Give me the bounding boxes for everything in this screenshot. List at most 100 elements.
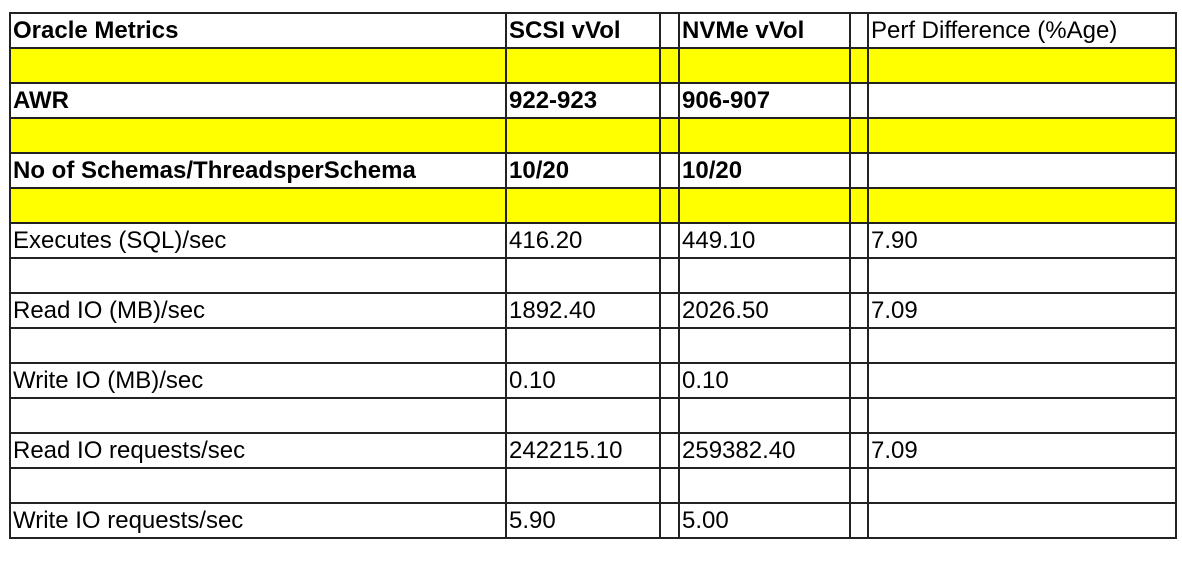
gap-cell: [849, 397, 869, 434]
table-row: No of Schemas/ThreadsperSchema 10/20 10/20: [9, 152, 1177, 189]
metric-cell: [9, 187, 507, 224]
table-row: Read IO (MB)/sec 1892.40 2026.50 7.09: [9, 292, 1177, 329]
nvme-cell: 0.10: [678, 362, 851, 399]
gap-cell: [849, 292, 869, 329]
scsi-cell: 5.90: [505, 502, 661, 539]
metric-cell: Read IO requests/sec: [9, 432, 507, 469]
gap-cell: [849, 327, 869, 364]
scsi-cell: 922-923: [505, 82, 661, 119]
header-metric: Oracle Metrics: [9, 12, 507, 49]
diff-cell: [867, 502, 1177, 539]
gap-cell: [849, 82, 869, 119]
scsi-cell: [505, 467, 661, 504]
diff-cell: [867, 362, 1177, 399]
diff-cell: [867, 327, 1177, 364]
gap-cell: [659, 117, 680, 154]
scsi-cell: 242215.10: [505, 432, 661, 469]
diff-cell: [867, 47, 1177, 84]
nvme-cell: 10/20: [678, 152, 851, 189]
diff-cell: [867, 187, 1177, 224]
metric-cell: Write IO requests/sec: [9, 502, 507, 539]
diff-cell: [867, 397, 1177, 434]
metric-cell: No of Schemas/ThreadsperSchema: [9, 152, 507, 189]
spacer-row: [9, 117, 1177, 154]
table-row: AWR 922-923 906-907: [9, 82, 1177, 119]
spacer-row: [9, 47, 1177, 84]
nvme-cell: [678, 47, 851, 84]
spacer-row: [9, 187, 1177, 224]
scsi-cell: 1892.40: [505, 292, 661, 329]
table-row: Write IO requests/sec 5.90 5.00: [9, 502, 1177, 539]
gap-cell: [659, 502, 680, 539]
nvme-cell: 2026.50: [678, 292, 851, 329]
gap-cell: [659, 467, 680, 504]
diff-cell: [867, 467, 1177, 504]
gap-cell: [659, 47, 680, 84]
diff-cell: [867, 257, 1177, 294]
nvme-cell: 5.00: [678, 502, 851, 539]
gap-cell: [659, 222, 680, 259]
gap-cell: [849, 222, 869, 259]
scsi-cell: [505, 47, 661, 84]
diff-cell: [867, 117, 1177, 154]
nvme-cell: [678, 327, 851, 364]
scsi-cell: 10/20: [505, 152, 661, 189]
metric-cell: [9, 397, 507, 434]
spacer-row: [9, 397, 1177, 434]
scsi-cell: 416.20: [505, 222, 661, 259]
scsi-cell: [505, 187, 661, 224]
gap-cell: [849, 117, 869, 154]
gap-cell: [849, 257, 869, 294]
nvme-cell: [678, 187, 851, 224]
gap-cell: [849, 152, 869, 189]
metric-cell: [9, 257, 507, 294]
header-row: Oracle Metrics SCSI vVol NVMe vVol Perf …: [9, 12, 1177, 49]
gap-cell: [659, 82, 680, 119]
table-row: Executes (SQL)/sec 416.20 449.10 7.90: [9, 222, 1177, 259]
diff-cell: 7.09: [867, 432, 1177, 469]
diff-cell: 7.90: [867, 222, 1177, 259]
metric-cell: [9, 117, 507, 154]
gap-cell: [659, 327, 680, 364]
spacer-row: [9, 327, 1177, 364]
spacer-row: [9, 257, 1177, 294]
diff-cell: [867, 152, 1177, 189]
scsi-cell: [505, 397, 661, 434]
header-scsi: SCSI vVol: [505, 12, 661, 49]
gap-cell: [849, 187, 869, 224]
scsi-cell: [505, 117, 661, 154]
gap-cell: [849, 467, 869, 504]
gap-cell: [659, 12, 680, 49]
gap-cell: [659, 187, 680, 224]
header-diff: Perf Difference (%Age): [867, 12, 1177, 49]
nvme-cell: [678, 397, 851, 434]
metric-cell: Read IO (MB)/sec: [9, 292, 507, 329]
scsi-cell: [505, 257, 661, 294]
metric-cell: [9, 47, 507, 84]
gap-cell: [659, 397, 680, 434]
scsi-cell: [505, 327, 661, 364]
gap-cell: [849, 12, 869, 49]
table-row: Read IO requests/sec 242215.10 259382.40 7.…: [9, 432, 1177, 469]
nvme-cell: 449.10: [678, 222, 851, 259]
metric-cell: [9, 467, 507, 504]
oracle-metrics-table: Oracle Metrics SCSI vVol NVMe vVol Perf …: [9, 12, 1177, 539]
gap-cell: [849, 502, 869, 539]
spacer-row: [9, 467, 1177, 504]
metric-cell: Executes (SQL)/sec: [9, 222, 507, 259]
nvme-cell: [678, 257, 851, 294]
header-nvme: NVMe vVol: [678, 12, 851, 49]
gap-cell: [849, 47, 869, 84]
nvme-cell: [678, 117, 851, 154]
gap-cell: [849, 362, 869, 399]
table-row: Write IO (MB)/sec 0.10 0.10: [9, 362, 1177, 399]
metric-cell: AWR: [9, 82, 507, 119]
gap-cell: [659, 432, 680, 469]
metric-cell: Write IO (MB)/sec: [9, 362, 507, 399]
diff-cell: 7.09: [867, 292, 1177, 329]
nvme-cell: 259382.40: [678, 432, 851, 469]
diff-cell: [867, 82, 1177, 119]
gap-cell: [659, 152, 680, 189]
gap-cell: [849, 432, 869, 469]
gap-cell: [659, 257, 680, 294]
